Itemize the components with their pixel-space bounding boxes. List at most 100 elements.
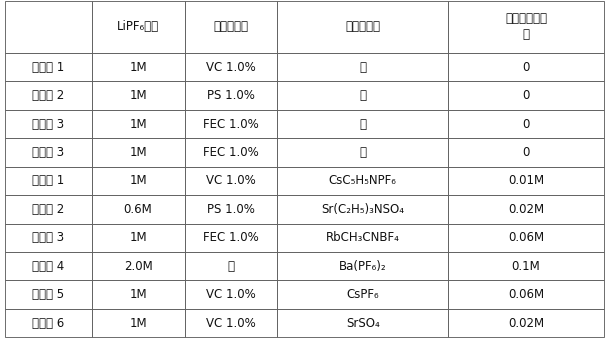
Bar [185,167,277,195]
Bar [448,309,604,337]
Bar [5,167,92,195]
Text: 无: 无 [359,118,366,130]
Text: CsC₅H₅NPF₆: CsC₅H₅NPF₆ [329,174,397,188]
Bar [448,281,604,309]
Text: RbCH₃CNBF₄: RbCH₃CNBF₄ [325,231,400,244]
Bar [5,252,92,281]
Text: FEC 1.0%: FEC 1.0% [203,146,259,159]
Text: 实施例 4: 实施例 4 [32,260,64,273]
Text: 1M: 1M [129,146,147,159]
Bar [92,81,185,110]
Text: PS 1.0%: PS 1.0% [207,89,255,102]
Text: 0: 0 [522,118,529,130]
Bar [185,81,277,110]
Text: 功能添加剂用
量: 功能添加剂用 量 [505,13,547,41]
Bar [277,110,448,138]
Text: 1M: 1M [129,118,147,130]
Bar [448,252,604,281]
Bar [5,195,92,224]
Text: 0: 0 [522,146,529,159]
Text: 无: 无 [227,260,235,273]
Text: 1M: 1M [129,174,147,188]
Bar [185,195,277,224]
Bar [277,1,448,53]
Bar [92,281,185,309]
Text: 0.06M: 0.06M [508,288,544,301]
Bar [185,1,277,53]
Bar [5,138,92,167]
Bar [92,167,185,195]
Bar [5,1,92,53]
Text: Sr(C₂H₅)₃NSO₄: Sr(C₂H₅)₃NSO₄ [321,203,404,216]
Bar [92,1,185,53]
Bar [277,309,448,337]
Bar [277,53,448,81]
Text: 对比例 3: 对比例 3 [32,118,64,130]
Bar [92,53,185,81]
Bar [448,81,604,110]
Bar [448,138,604,167]
Text: 实施例 2: 实施例 2 [32,203,64,216]
Text: LiPF₆浓度: LiPF₆浓度 [117,20,159,33]
Text: 1M: 1M [129,61,147,74]
Text: 1M: 1M [129,231,147,244]
Text: 无: 无 [359,146,366,159]
Text: 功能添加剂: 功能添加剂 [345,20,380,33]
Bar [185,252,277,281]
Text: 0.02M: 0.02M [508,317,544,330]
Text: CsPF₆: CsPF₆ [347,288,379,301]
Text: 循环添加剂: 循环添加剂 [214,20,249,33]
Text: 对比例 1: 对比例 1 [32,61,64,74]
Bar [277,224,448,252]
Bar [448,1,604,53]
Text: VC 1.0%: VC 1.0% [206,288,256,301]
Bar [5,81,92,110]
Bar [185,110,277,138]
Bar [5,110,92,138]
Bar [448,167,604,195]
Text: 1M: 1M [129,89,147,102]
Bar [185,53,277,81]
Text: 实施例 1: 实施例 1 [32,174,64,188]
Text: 实施例 3: 实施例 3 [32,231,64,244]
Bar [277,81,448,110]
Bar [185,224,277,252]
Text: 0.1M: 0.1M [512,260,540,273]
Bar [448,110,604,138]
Text: 0.6M: 0.6M [124,203,152,216]
Bar [5,224,92,252]
Text: 0: 0 [522,61,529,74]
Text: 0.06M: 0.06M [508,231,544,244]
Text: PS 1.0%: PS 1.0% [207,203,255,216]
Bar [92,110,185,138]
Bar [448,53,604,81]
Bar [277,167,448,195]
Bar [92,224,185,252]
Bar [92,309,185,337]
Bar [5,309,92,337]
Bar [185,309,277,337]
Text: 0.02M: 0.02M [508,203,544,216]
Text: 无: 无 [359,89,366,102]
Bar [448,224,604,252]
Bar [277,252,448,281]
Bar [185,281,277,309]
Text: 1M: 1M [129,288,147,301]
Text: FEC 1.0%: FEC 1.0% [203,231,259,244]
Bar [277,138,448,167]
Text: 2.0M: 2.0M [124,260,152,273]
Text: 无: 无 [359,61,366,74]
Text: Ba(PF₆)₂: Ba(PF₆)₂ [339,260,387,273]
Text: FEC 1.0%: FEC 1.0% [203,118,259,130]
Text: 0: 0 [522,89,529,102]
Text: 对比例 3: 对比例 3 [32,146,64,159]
Text: 0.01M: 0.01M [508,174,544,188]
Bar [277,281,448,309]
Bar [5,281,92,309]
Bar [448,195,604,224]
Bar [92,138,185,167]
Text: 1M: 1M [129,317,147,330]
Bar [5,53,92,81]
Text: VC 1.0%: VC 1.0% [206,174,256,188]
Text: 实施例 6: 实施例 6 [32,317,64,330]
